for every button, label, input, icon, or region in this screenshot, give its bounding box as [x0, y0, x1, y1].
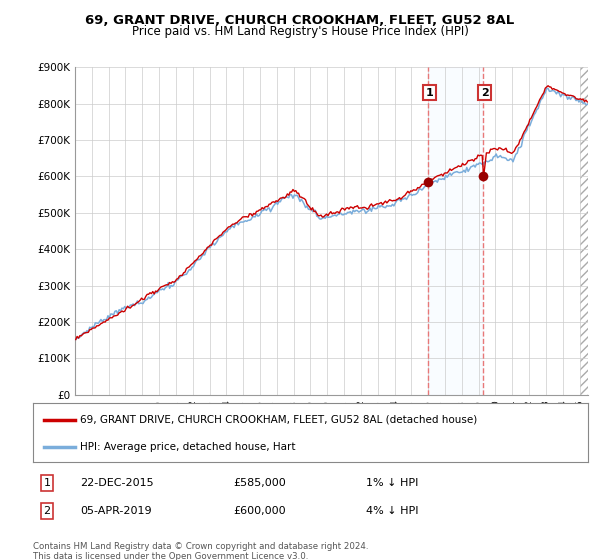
Text: 1: 1 — [425, 88, 433, 97]
Text: 05-APR-2019: 05-APR-2019 — [80, 506, 152, 516]
Text: 1: 1 — [43, 478, 50, 488]
Text: Contains HM Land Registry data © Crown copyright and database right 2024.
This d: Contains HM Land Registry data © Crown c… — [33, 542, 368, 560]
Text: 22-DEC-2015: 22-DEC-2015 — [80, 478, 154, 488]
Bar — [580, 67, 588, 395]
Text: £585,000: £585,000 — [233, 478, 286, 488]
Text: HPI: Average price, detached house, Hart: HPI: Average price, detached house, Hart — [80, 442, 296, 452]
Bar — [428, 67, 483, 395]
Text: 2: 2 — [43, 506, 50, 516]
Text: 69, GRANT DRIVE, CHURCH CROOKHAM, FLEET, GU52 8AL: 69, GRANT DRIVE, CHURCH CROOKHAM, FLEET,… — [85, 14, 515, 27]
Text: 69, GRANT DRIVE, CHURCH CROOKHAM, FLEET, GU52 8AL (detached house): 69, GRANT DRIVE, CHURCH CROOKHAM, FLEET,… — [80, 414, 478, 424]
Text: Price paid vs. HM Land Registry's House Price Index (HPI): Price paid vs. HM Land Registry's House … — [131, 25, 469, 38]
Text: 1% ↓ HPI: 1% ↓ HPI — [366, 478, 418, 488]
Text: 4% ↓ HPI: 4% ↓ HPI — [366, 506, 419, 516]
Text: £600,000: £600,000 — [233, 506, 286, 516]
Text: 2: 2 — [481, 88, 488, 97]
